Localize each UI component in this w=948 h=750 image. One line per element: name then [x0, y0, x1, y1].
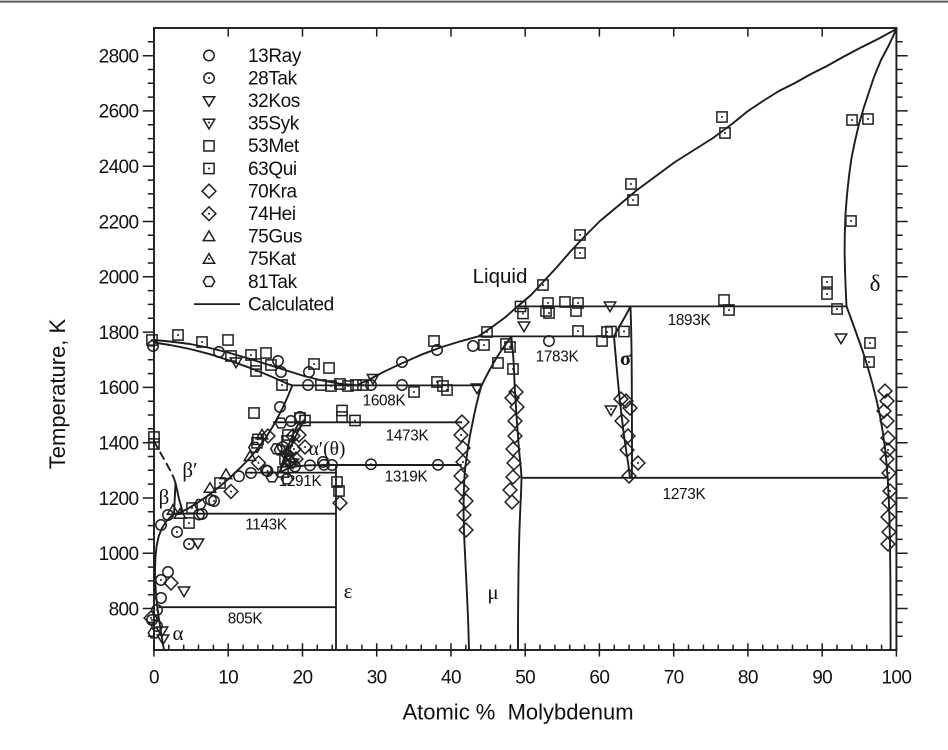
- svg-text:74Hei: 74Hei: [248, 204, 296, 225]
- svg-text:50: 50: [515, 668, 535, 689]
- svg-text:β: β: [159, 485, 170, 509]
- svg-text:2000: 2000: [99, 268, 139, 289]
- svg-text:α: α: [172, 621, 183, 645]
- svg-text:Temperature, K: Temperature, K: [45, 318, 70, 469]
- svg-text:Liquid: Liquid: [473, 265, 528, 288]
- svg-text:μ: μ: [487, 580, 498, 604]
- svg-text:Atomic % Molybdenum: Atomic % Molybdenum: [402, 700, 633, 725]
- svg-text:81Tak: 81Tak: [248, 272, 298, 293]
- svg-text:1473K: 1473K: [386, 428, 430, 445]
- svg-text:1273K: 1273K: [663, 486, 707, 503]
- svg-text:1400: 1400: [99, 434, 139, 455]
- svg-text:80: 80: [738, 668, 758, 689]
- svg-text:28Tak: 28Tak: [248, 68, 298, 89]
- svg-text:δ: δ: [870, 271, 881, 296]
- svg-text:2600: 2600: [99, 102, 139, 123]
- svg-text:1143K: 1143K: [245, 517, 288, 534]
- svg-text:30: 30: [367, 668, 387, 689]
- svg-text:2800: 2800: [99, 47, 139, 68]
- svg-text:1893K: 1893K: [668, 312, 712, 329]
- svg-text:1200: 1200: [99, 489, 139, 510]
- svg-text:ε: ε: [344, 579, 353, 603]
- svg-text:σ: σ: [620, 348, 631, 370]
- svg-text:1291K: 1291K: [279, 473, 323, 490]
- svg-text:2200: 2200: [99, 212, 139, 233]
- svg-text:32Kos: 32Kos: [248, 91, 300, 112]
- svg-text:805K: 805K: [228, 611, 264, 628]
- svg-text:β′: β′: [182, 458, 197, 482]
- svg-text:100: 100: [881, 668, 911, 689]
- svg-text:75Gus: 75Gus: [248, 227, 302, 248]
- svg-text:1783K: 1783K: [536, 349, 580, 366]
- svg-text:Calculated: Calculated: [248, 294, 334, 315]
- svg-text:800: 800: [109, 599, 139, 620]
- svg-text:13Ray: 13Ray: [248, 46, 302, 67]
- svg-text:90: 90: [812, 668, 832, 689]
- svg-text:20: 20: [293, 668, 313, 689]
- svg-text:53Met: 53Met: [248, 136, 300, 157]
- svg-text:1608K: 1608K: [363, 393, 407, 410]
- svg-text:63Qui: 63Qui: [248, 159, 297, 180]
- svg-text:1800: 1800: [99, 323, 139, 344]
- svg-text:10: 10: [218, 668, 238, 689]
- svg-text:35Syk: 35Syk: [248, 114, 300, 135]
- svg-text:75Kat: 75Kat: [248, 249, 297, 270]
- svg-text:1000: 1000: [99, 544, 139, 565]
- svg-text:70Kra: 70Kra: [248, 181, 298, 202]
- svg-text:2400: 2400: [99, 157, 139, 178]
- svg-text:70: 70: [664, 668, 684, 689]
- svg-text:1319K: 1319K: [385, 469, 429, 486]
- svg-text:40: 40: [441, 668, 461, 689]
- svg-text:1600: 1600: [99, 378, 139, 399]
- svg-text:α′(θ): α′(θ): [309, 439, 346, 460]
- svg-text:0: 0: [149, 668, 159, 689]
- svg-text:60: 60: [589, 668, 609, 689]
